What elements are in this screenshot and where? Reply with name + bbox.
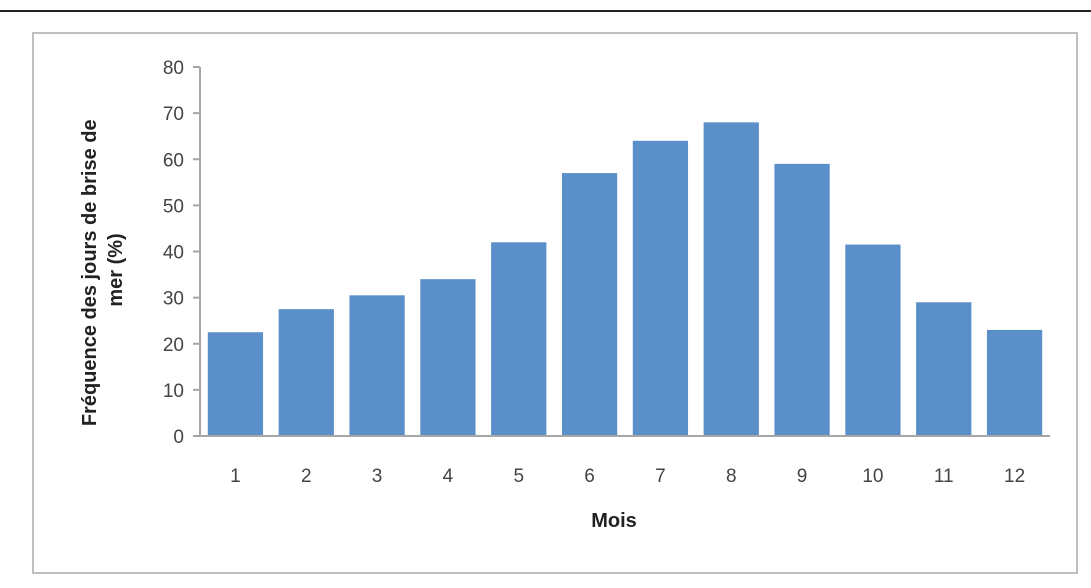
y-tick-label: 0 xyxy=(173,427,184,448)
bar-month-7 xyxy=(632,140,689,437)
bar-month-5 xyxy=(491,242,547,436)
x-tick-label: 2 xyxy=(301,466,312,487)
x-tick-label: 3 xyxy=(372,466,383,487)
x-tick-label: 11 xyxy=(934,466,954,487)
y-tick-label: 10 xyxy=(163,381,184,402)
y-axis-ticks: 0 10 20 30 40 50 60 70 80 xyxy=(163,58,200,448)
x-tick-label: 6 xyxy=(584,466,595,487)
bar-month-4 xyxy=(420,279,476,436)
y-axis-title: Fréquence des jours de brise de mer (%) xyxy=(79,114,127,426)
bar-month-3 xyxy=(349,295,405,436)
bar-month-8 xyxy=(703,122,759,436)
y-tick-label: 60 xyxy=(163,150,184,171)
top-rule xyxy=(0,10,1091,12)
x-tick-label: 1 xyxy=(230,466,241,487)
bar-month-6 xyxy=(561,173,618,436)
y-axis-title-line-1: Fréquence des jours de brise de xyxy=(79,119,101,426)
bar-month-1 xyxy=(207,332,264,436)
x-tick-label: 9 xyxy=(797,466,808,487)
bar-month-11 xyxy=(916,302,972,436)
chart-frame xyxy=(32,32,1078,574)
y-tick-label: 40 xyxy=(163,243,184,264)
x-axis-ticks: 1 2 3 4 5 6 7 8 9 10 11 12 xyxy=(230,466,1025,487)
bar-month-10 xyxy=(845,244,901,436)
x-tick-label: 12 xyxy=(1004,466,1025,487)
bar-month-12 xyxy=(986,329,1043,436)
y-tick-label: 80 xyxy=(163,58,184,79)
x-axis-title: Mois xyxy=(591,510,637,532)
x-tick-label: 7 xyxy=(655,466,666,487)
x-tick-label: 5 xyxy=(513,466,524,487)
x-tick-label: 4 xyxy=(443,466,454,487)
bar-month-2 xyxy=(278,309,334,436)
x-tick-label: 8 xyxy=(726,466,737,487)
bar-month-9 xyxy=(774,163,830,437)
x-tick-label: 10 xyxy=(862,466,883,487)
y-tick-label: 20 xyxy=(163,335,184,356)
y-tick-label: 30 xyxy=(163,289,184,310)
y-axis-title-line-2: mer (%) xyxy=(105,233,127,306)
bars xyxy=(207,122,1043,437)
y-tick-label: 50 xyxy=(163,196,184,217)
y-tick-label: 70 xyxy=(163,104,184,125)
